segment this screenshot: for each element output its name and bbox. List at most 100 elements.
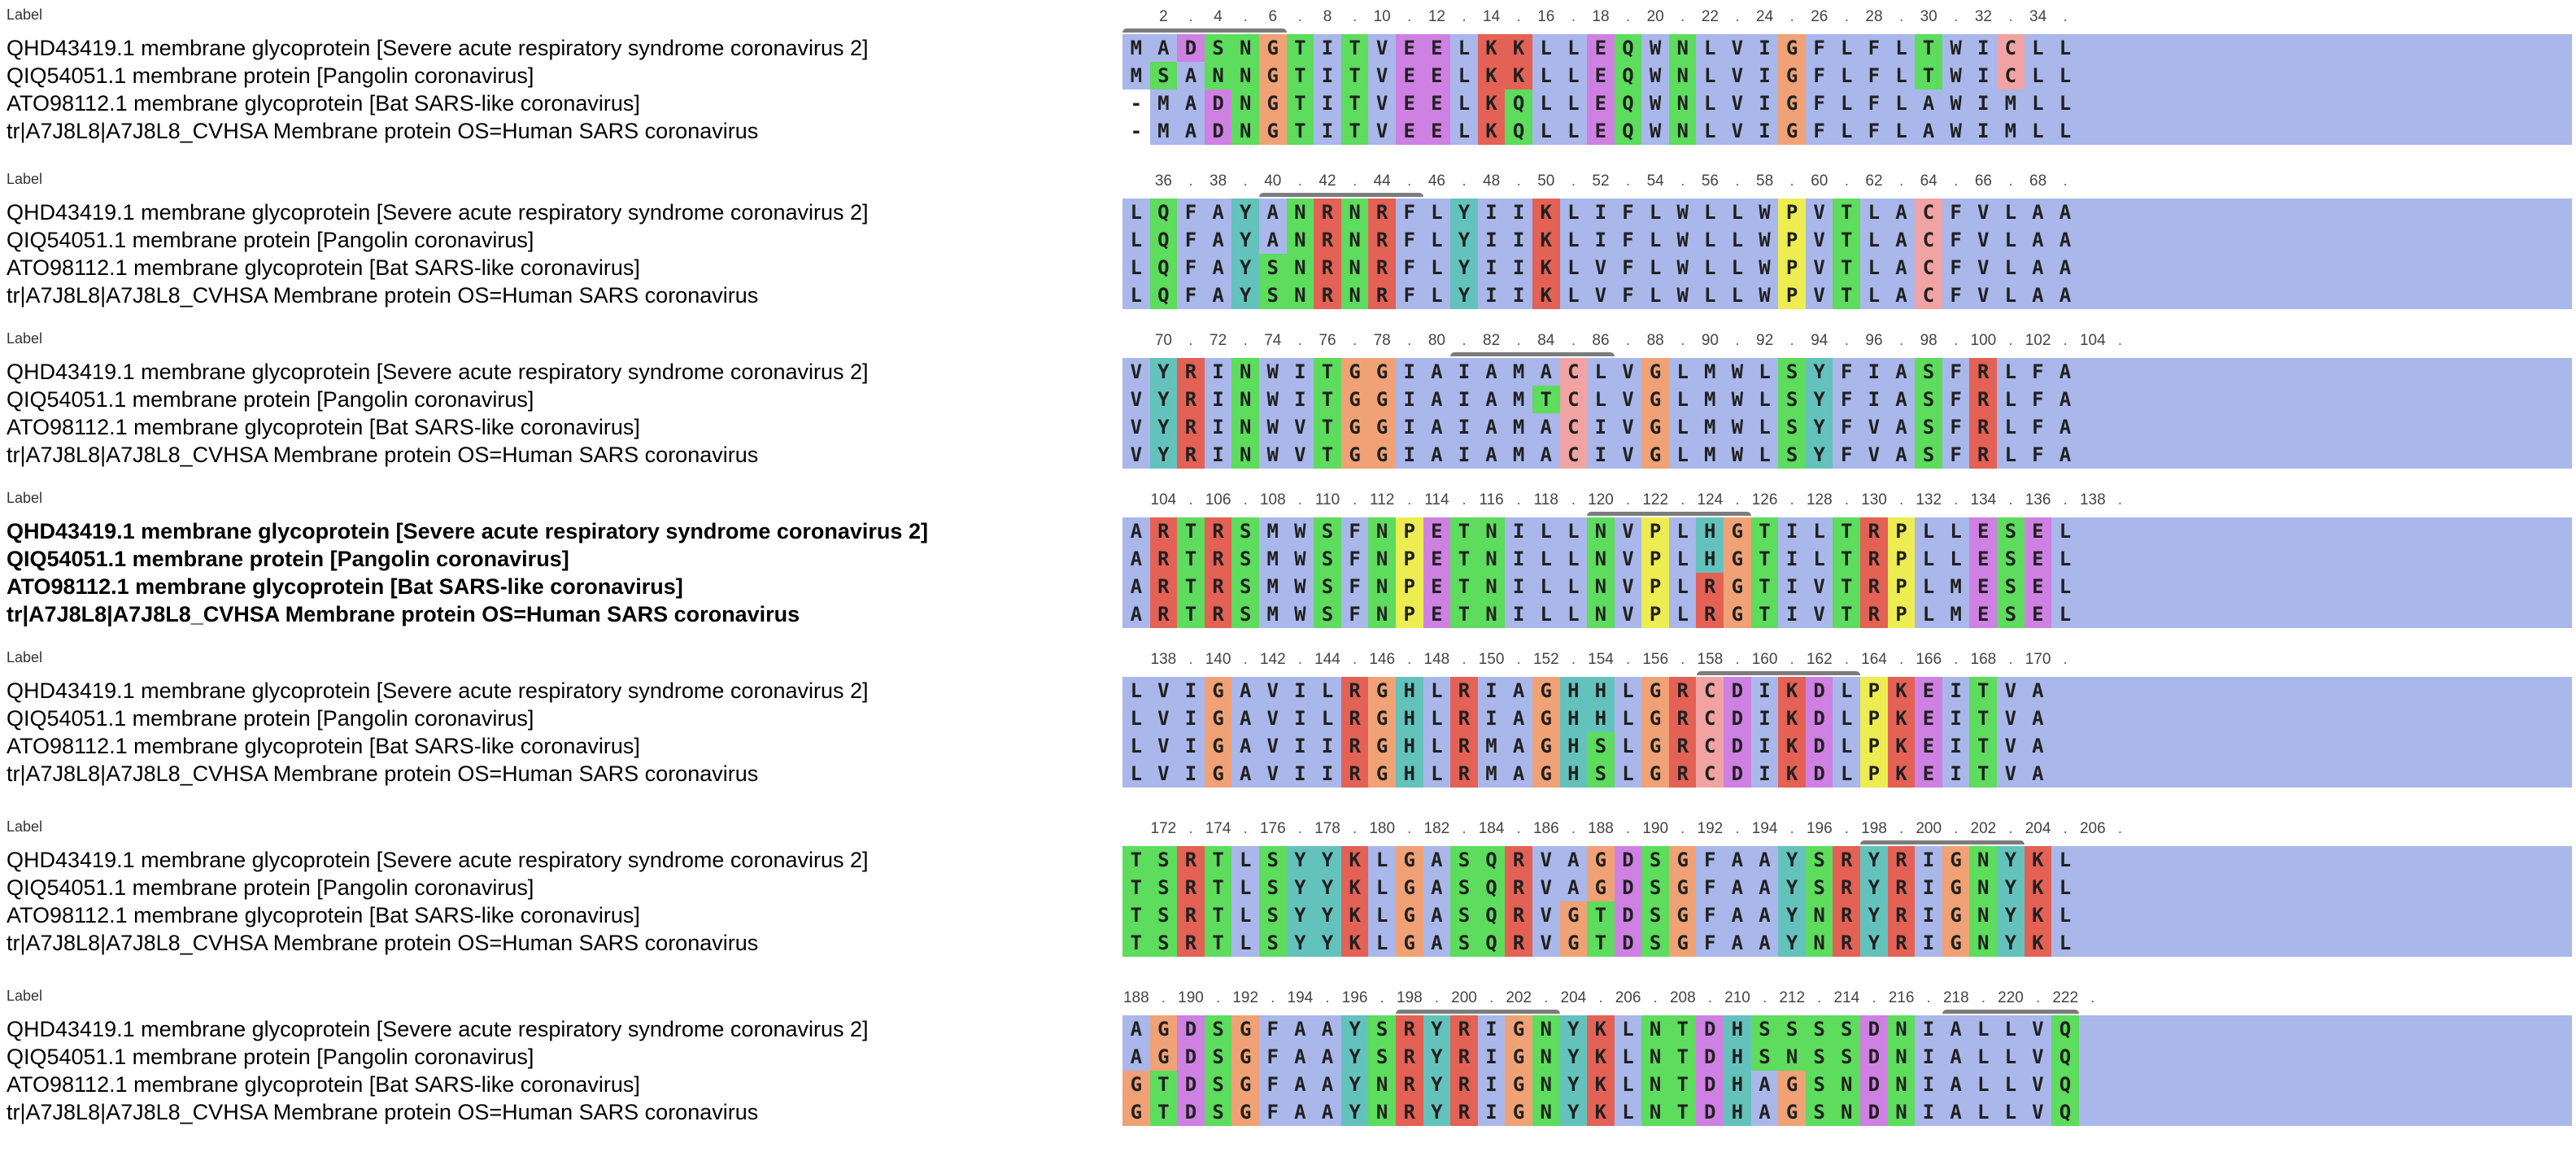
residue-cell: - [1122,89,1150,117]
sequence-name[interactable]: tr|A7J8L8|A7J8L8_CVHSA Membrane protein … [7,931,759,955]
region-marker-bar [1122,28,1287,33]
sequence-name[interactable]: QIQ54051.1 membrane protein [Pangolin co… [7,875,534,900]
residue-cell: A [1204,254,1232,281]
sequence-name[interactable]: QHD43419.1 membrane glycoprotein [Severe… [7,848,869,872]
ruler-tick-label: 100 [1970,332,1997,349]
sequence-name[interactable]: ATO98112.1 membrane glycoprotein [Bat SA… [7,415,640,439]
residue-cell: T [1204,874,1232,901]
residue-cell: Y [1149,441,1178,469]
residue-cell: Y [1860,901,1888,929]
residue-cell: L [1942,517,1970,545]
sequence-name[interactable]: QHD43419.1 membrane glycoprotein [Severe… [7,360,869,384]
residue-cell: N [1805,929,1833,957]
residue-cell: A [1122,517,1150,545]
ruler-tick-label: 208 [1669,989,1696,1006]
residue-cell: L [1532,62,1560,89]
residue-cell: F [2024,386,2052,413]
ruler-tick-label: 34 [2029,8,2047,25]
sequence-name[interactable]: QIQ54051.1 membrane protein [Pangolin co… [7,63,534,88]
sequence-name[interactable]: ATO98112.1 membrane glycoprotein [Bat SA… [7,734,640,758]
ruler-tick-label: 32 [1974,8,1992,25]
residue-cell: V [1122,358,1150,386]
residue-cell: E [1587,89,1615,117]
residue-cell: A [1505,732,1532,760]
residue-cell: I [1477,1071,1506,1098]
ruler-dot: . [2063,491,2068,508]
sequence-name[interactable]: QIQ54051.1 membrane protein [Pangolin co… [7,387,534,412]
sequence-name[interactable]: QHD43419.1 membrane glycoprotein [Severe… [7,679,869,703]
ruler-dot: . [1789,332,1794,349]
residue-cell: C [1559,441,1588,469]
ruler-dot: . [1352,820,1358,837]
residue-cell: Q [1149,199,1178,226]
sequence-name[interactable]: QHD43419.1 membrane glycoprotein [Severe… [7,1017,869,1041]
sequence-name[interactable]: tr|A7J8L8|A7J8L8_CVHSA Membrane protein … [7,602,800,626]
ruler-dot: . [1188,8,1193,25]
residue-cell: F [1942,281,1970,309]
ruler-dot: . [1625,491,1631,508]
ruler-dot: . [2090,989,2095,1006]
ruler-tick-label: 4 [1214,8,1223,25]
ruler-tick-label: 142 [1259,651,1286,668]
residue-cell: S [1641,929,1669,957]
residue-cell: G [1368,732,1396,760]
sequence-name[interactable]: ATO98112.1 membrane glycoprotein [Bat SA… [7,1072,640,1097]
residue-cell: T [1750,517,1779,545]
sequence-name[interactable]: QHD43419.1 membrane glycoprotein [Severe… [7,200,869,225]
ruler-tick-label: 94 [1811,332,1828,349]
residue-cell: D [1805,677,1833,705]
sequence-name[interactable]: ATO98112.1 membrane glycoprotein [Bat SA… [7,574,683,599]
sequence-name[interactable]: QIQ54051.1 membrane protein [Pangolin co… [7,706,534,731]
residue-cell: T [1450,600,1478,628]
sequence-name[interactable]: tr|A7J8L8|A7J8L8_CVHSA Membrane protein … [7,761,759,786]
residue-cell: F [2024,441,2052,469]
residue-cell: T [1668,1015,1697,1043]
residue-cell: P [1887,517,1916,545]
residue-cell: M [1696,386,1724,413]
residue-cell: T [1340,62,1369,89]
sequence-name[interactable]: ATO98112.1 membrane glycoprotein [Bat SA… [7,91,640,116]
residue-cell: G [1368,358,1396,386]
residue-cell: I [1587,441,1615,469]
residue-cell: M [1477,732,1506,760]
ruler-dot: . [1243,172,1248,190]
residue-cell: P [1778,254,1806,281]
residue-cell: T [1149,1071,1178,1098]
sequence-name[interactable]: QIQ54051.1 membrane protein [Pangolin co… [7,228,534,252]
sequence-name[interactable]: ATO98112.1 membrane glycoprotein [Bat SA… [7,255,640,280]
sequence-names: QHD43419.1 membrane glycoprotein [Severe… [7,677,1116,788]
residue-cell: V [1368,117,1396,145]
residue-cell: G [1668,874,1697,901]
residue-cell: T [1314,413,1341,441]
sequence-name[interactable]: tr|A7J8L8|A7J8L8_CVHSA Membrane protein … [7,119,759,143]
residue-cell: L [1833,705,1861,732]
residue-cell: Y [1997,846,2025,874]
sequence-name[interactable]: tr|A7J8L8|A7J8L8_CVHSA Membrane protein … [7,283,759,308]
sequence-name[interactable]: tr|A7J8L8|A7J8L8_CVHSA Membrane protein … [7,443,759,467]
residue-cell: V [1258,677,1287,705]
residue-cell: R [1340,760,1369,788]
ruler-tick-label: 174 [1205,820,1231,837]
sequence-name[interactable]: tr|A7J8L8|A7J8L8_CVHSA Membrane protein … [7,1100,759,1124]
residue-cell: A [2024,677,2052,705]
residue-cell: R [1833,901,1861,929]
residue-cell: N [1887,1098,1916,1126]
residue-cell: N [1969,901,1997,929]
ruler-tick-label: 154 [1588,651,1614,668]
sequence-name[interactable]: QHD43419.1 membrane glycoprotein [Severe… [7,36,869,60]
residue-cell: S [1587,732,1615,760]
sequence-name[interactable]: QHD43419.1 membrane glycoprotein [Severe… [7,519,928,543]
ruler-tick-label: 88 [1646,332,1664,349]
residue-cell: L [1368,929,1396,957]
sequence-name[interactable]: QIQ54051.1 membrane protein [Pangolin co… [7,547,569,571]
residue-cell: D [1696,1098,1724,1126]
residue-cell: L [1860,281,1888,309]
residue-cell: N [1668,62,1697,89]
residue-cell: A [1231,732,1259,760]
sequence-name[interactable]: QIQ54051.1 membrane protein [Pangolin co… [7,1045,534,1069]
ruler-tick-label: 220 [1998,989,2024,1006]
sequence-name[interactable]: ATO98112.1 membrane glycoprotein [Bat SA… [7,903,640,927]
ruler-dot: . [1789,172,1794,190]
